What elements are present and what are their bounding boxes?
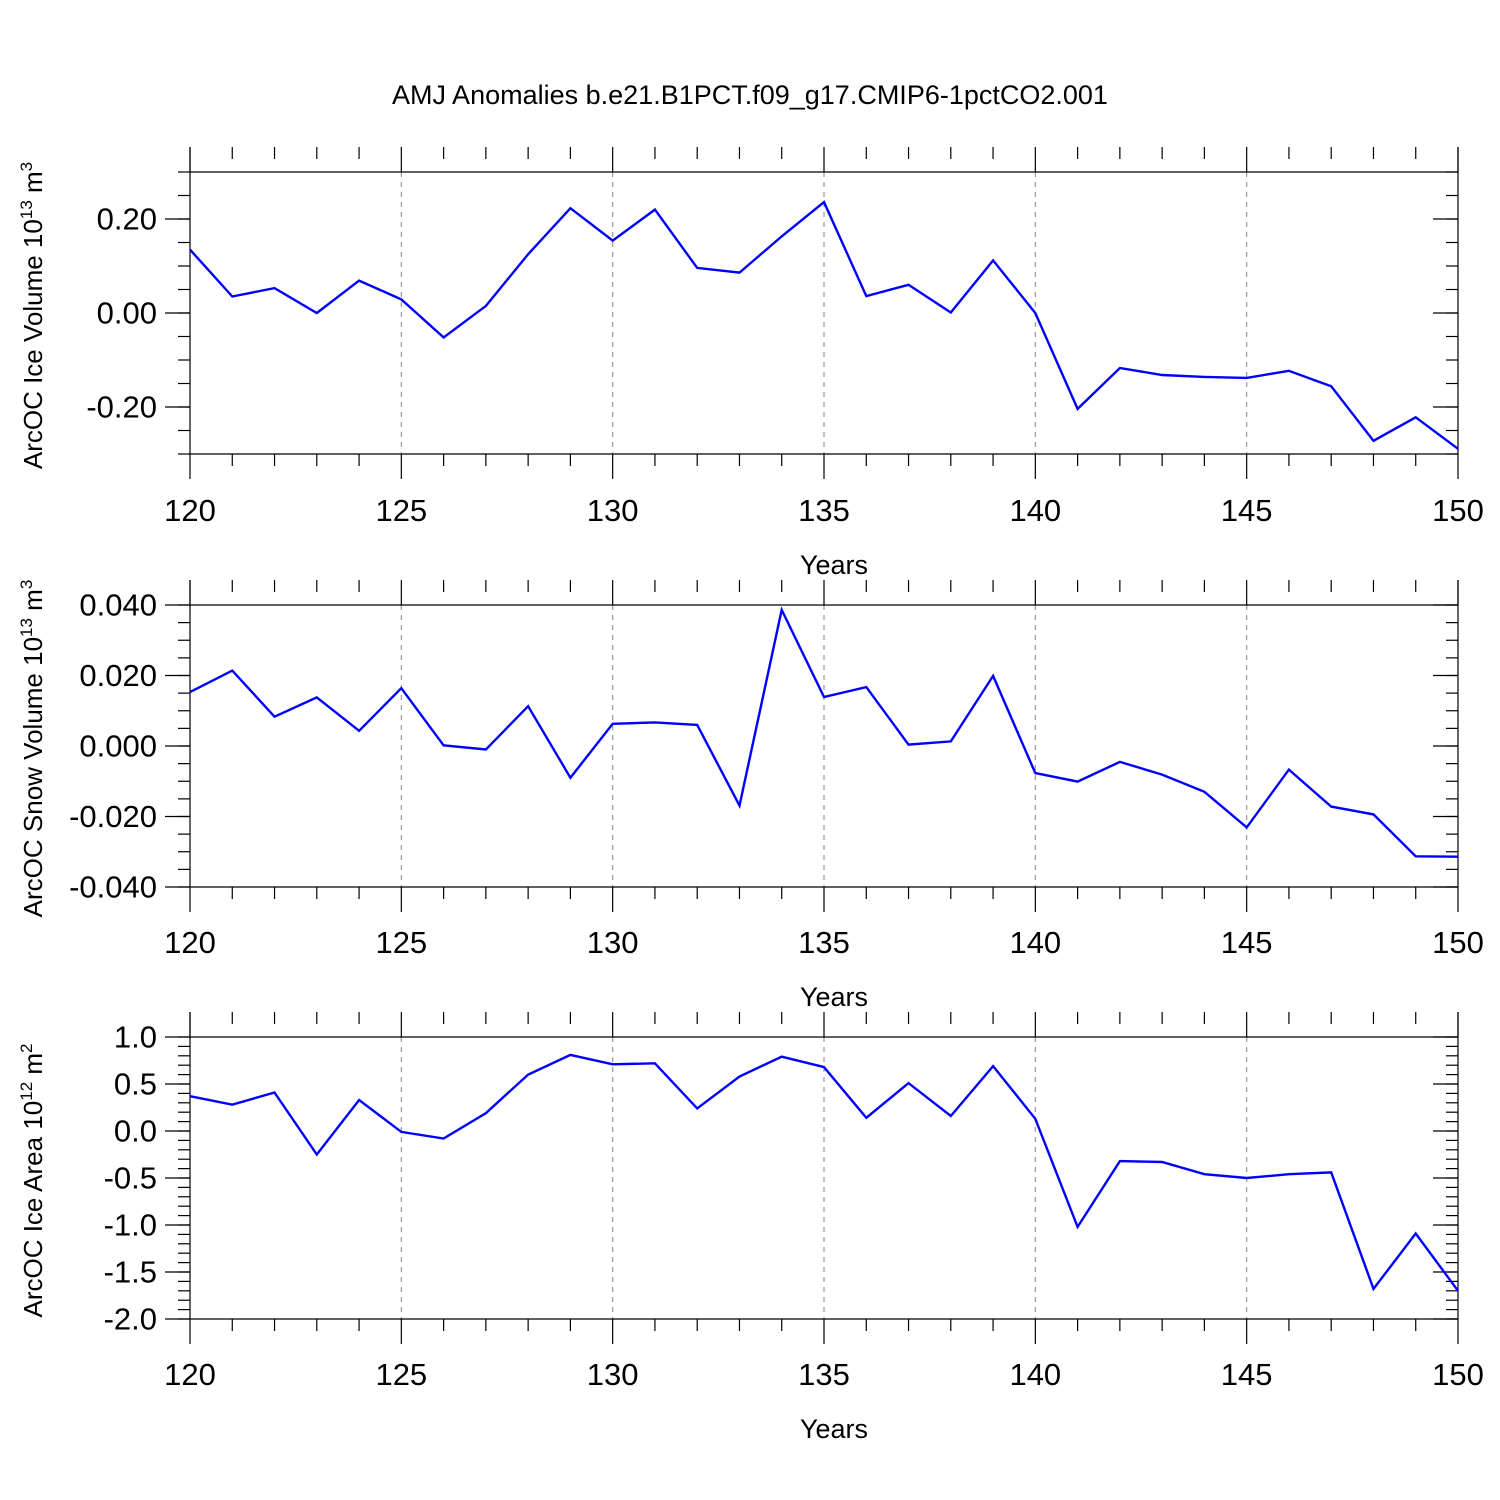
- y-tick-label: -0.040: [69, 870, 157, 905]
- y-tick-label: -0.20: [86, 390, 157, 425]
- y-tick-label: 0.000: [79, 729, 157, 764]
- y-axis-label: ArcOC Ice Volume 1013 m3: [17, 162, 48, 469]
- x-axis-label: Years: [800, 1414, 868, 1444]
- y-axis-label-superscript: 13: [17, 618, 36, 637]
- y-axis-label: ArcOC Ice Area 1012 m2: [17, 1043, 48, 1317]
- y-axis-label-superscript: 3: [17, 580, 36, 589]
- x-tick-label: 140: [1009, 1357, 1061, 1392]
- x-tick-label: 145: [1221, 493, 1273, 528]
- x-tick-label: 135: [798, 493, 850, 528]
- panel-1: -0.20 0.00 0.20 120 125 130 135 140 145 150 Years A…: [17, 147, 1484, 580]
- y-axis-label-part: m: [18, 589, 48, 618]
- y-tick-label: -1.5: [104, 1255, 157, 1290]
- y-tick-label: 0.040: [79, 588, 157, 623]
- panel-2: -0.040 -0.020 0.000 0.020 0.040 120 125 130 135 1…: [17, 580, 1484, 1012]
- x-tick-label: 120: [164, 1357, 216, 1392]
- y-tick-label: 0.20: [97, 202, 157, 237]
- y-tick-label: 0.0: [114, 1114, 157, 1149]
- x-tick-label: 145: [1221, 925, 1273, 960]
- x-tick-label: 150: [1432, 925, 1484, 960]
- y-axis-label: ArcOC Snow Volume 1013 m3: [17, 580, 48, 918]
- y-tick-label: -2.0: [104, 1302, 157, 1337]
- x-tick-label: 130: [587, 925, 639, 960]
- y-axis-label-part: ArcOC Snow Volume 10: [18, 637, 48, 917]
- y-axis-label-superscript: 12: [17, 1082, 36, 1101]
- y-tick-label: -0.5: [104, 1161, 157, 1196]
- y-tick-label: -0.020: [69, 799, 157, 834]
- y-tick-label: 0.020: [79, 658, 157, 693]
- y-axis-label-part: ArcOC Ice Area 10: [18, 1101, 48, 1318]
- x-tick-label: 125: [375, 1357, 427, 1392]
- y-tick-label: 0.00: [97, 296, 157, 331]
- x-tick-label: 150: [1432, 1357, 1484, 1392]
- y-tick-label: 0.5: [114, 1067, 157, 1102]
- x-tick-label: 125: [375, 925, 427, 960]
- x-tick-label: 140: [1009, 493, 1061, 528]
- x-axis-label: Years: [800, 982, 868, 1012]
- x-tick-label: 125: [375, 493, 427, 528]
- chart-title: AMJ Anomalies b.e21.B1PCT.f09_g17.CMIP6-…: [392, 80, 1108, 110]
- x-axis-label: Years: [800, 550, 868, 580]
- y-axis-label-superscript: 13: [17, 200, 36, 219]
- panel-3: -2.0 -1.5 -1.0 -0.5 0.0 0.5 1.0 120 125 130 135 140…: [17, 1012, 1484, 1444]
- x-tick-label: 120: [164, 925, 216, 960]
- series-line: [189, 200, 1459, 450]
- y-tick-label: -1.0: [104, 1208, 157, 1243]
- series-line: [189, 1053, 1459, 1292]
- x-tick-label: 130: [587, 493, 639, 528]
- y-axis-label-part: m: [18, 1053, 48, 1082]
- series-line: [189, 606, 1459, 858]
- x-tick-label: 130: [587, 1357, 639, 1392]
- x-tick-label: 140: [1009, 925, 1061, 960]
- x-tick-label: 135: [798, 925, 850, 960]
- y-axis-label-part: ArcOC Ice Volume 10: [18, 219, 48, 469]
- x-tick-label: 120: [164, 493, 216, 528]
- x-tick-label: 150: [1432, 493, 1484, 528]
- y-axis-label-superscript: 3: [17, 162, 36, 171]
- y-tick-label: 1.0: [114, 1020, 157, 1055]
- x-tick-label: 135: [798, 1357, 850, 1392]
- y-axis-label-part: m: [18, 171, 48, 200]
- y-axis-label-superscript: 2: [17, 1043, 36, 1052]
- x-tick-label: 145: [1221, 1357, 1273, 1392]
